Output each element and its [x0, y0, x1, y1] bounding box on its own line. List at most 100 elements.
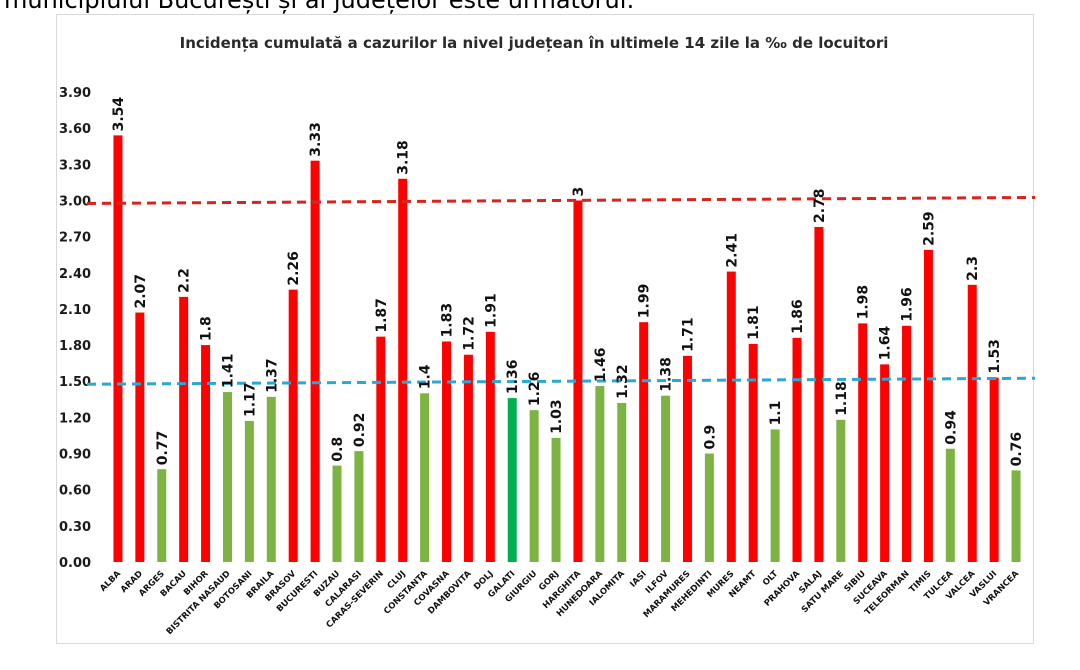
y-tick-label: 3.30	[59, 158, 91, 173]
y-tick-label: 0.30	[59, 520, 91, 535]
bar-arges	[157, 469, 167, 562]
data-label: 0.8	[330, 437, 346, 462]
threshold-lines	[86, 195, 1035, 386]
bar-vrancea	[1011, 470, 1021, 562]
bar-dolj	[485, 331, 495, 562]
data-label: 3.33	[308, 122, 324, 157]
bar-braila	[266, 396, 276, 562]
bar-tulcea	[945, 448, 955, 562]
bar-harghita	[573, 200, 583, 562]
bar-timis	[923, 249, 933, 562]
bar-mehedinti	[704, 453, 714, 562]
data-label: 3	[571, 187, 587, 197]
bar-galati	[507, 398, 517, 562]
chart-title: Incidența cumulată a cazurilor la nivel …	[180, 34, 889, 52]
x-tick-label: ALBA	[98, 569, 123, 594]
data-label: 1.03	[549, 399, 565, 434]
data-label: 1.98	[856, 285, 872, 320]
threshold-line-blue	[86, 376, 1035, 386]
bar-satu-mare	[836, 419, 846, 562]
y-tick-label: 1.50	[59, 375, 91, 390]
data-label: 1.86	[790, 299, 806, 334]
data-label: 3.54	[111, 97, 127, 132]
bar-iasi	[639, 322, 649, 562]
data-label: 1.72	[461, 316, 477, 351]
data-label: 0.92	[352, 413, 368, 448]
bar-salaj	[814, 226, 824, 562]
bar-bistrita-nasaud	[222, 392, 232, 562]
y-axis: 0.00 0.30 0.60 0.90 1.20 1.50 1.80 2.10 2.40 2.70…	[59, 86, 91, 571]
bar-suceava	[880, 364, 890, 562]
bar-calarasi	[354, 451, 364, 562]
data-label: 1.36	[505, 360, 521, 395]
data-label: 1.37	[264, 358, 280, 393]
y-tick-label: 2.10	[59, 303, 91, 318]
bar-buzau	[332, 465, 342, 562]
bar-teleorman	[902, 325, 912, 562]
y-tick-label: 0.60	[59, 484, 91, 499]
bars-group	[113, 135, 1021, 562]
data-label: 1.41	[220, 354, 236, 389]
bar-ilfov	[661, 395, 671, 562]
data-label: 2.41	[724, 233, 740, 268]
bar-neamt	[748, 343, 758, 562]
y-tick-label: 2.40	[59, 267, 91, 282]
bar-bucuresti	[310, 160, 320, 562]
bar-valcea	[967, 284, 977, 562]
y-tick-label: 1.20	[59, 411, 91, 426]
data-labels-group: 3.54 2.07 0.77 2.2 1.8 1.41 1.17 1.37 2.26 3.33 0.…	[111, 97, 1025, 467]
data-label: 1.4	[418, 364, 434, 389]
data-label: 1.17	[242, 382, 258, 417]
bar-prahova	[792, 337, 802, 562]
data-label: 0.9	[702, 425, 718, 450]
data-label: 1.46	[593, 348, 609, 383]
data-label: 0.76	[1009, 432, 1025, 467]
bar-mures	[726, 271, 736, 562]
bar-brasov	[288, 289, 298, 562]
y-tick-label: 0.00	[59, 556, 91, 571]
y-tick-label: 3.90	[59, 86, 91, 101]
data-label: 2.78	[812, 188, 828, 223]
bar-covasna	[442, 341, 452, 562]
data-label: 1.96	[900, 287, 916, 322]
bar-dambovita	[463, 354, 473, 562]
bar-bacau	[179, 296, 189, 562]
data-label: 2.07	[133, 274, 149, 309]
bar-constanta	[420, 393, 430, 562]
data-label: 1.38	[659, 357, 675, 392]
y-tick-label: 3.60	[59, 122, 91, 137]
data-label: 1.32	[615, 364, 631, 399]
bar-botosani	[244, 421, 254, 562]
bar-sibiu	[858, 323, 868, 562]
data-label: 1.8	[199, 316, 215, 341]
chart-frame: Incidența cumulată a cazurilor la nivel …	[56, 14, 1035, 644]
data-label: 2.2	[177, 268, 193, 293]
bar-caras-severin	[376, 336, 386, 562]
threshold-line-red	[86, 195, 1035, 205]
data-label: 1.53	[987, 339, 1003, 374]
y-tick-label: 1.80	[59, 339, 91, 354]
bar-chart: Incidența cumulată a cazurilor la nivel …	[59, 34, 1035, 637]
y-tick-label: 2.70	[59, 231, 91, 246]
data-label: 0.94	[943, 410, 959, 445]
data-label: 1.18	[834, 381, 850, 416]
bar-alba	[113, 135, 123, 562]
bar-maramures	[682, 355, 692, 562]
data-label: 3.18	[396, 140, 412, 175]
bar-giurgiu	[529, 410, 539, 562]
bar-vaslui	[989, 377, 999, 562]
data-label: 1.64	[878, 326, 894, 361]
y-tick-label: 3.00	[59, 194, 91, 209]
data-label: 1.91	[483, 293, 499, 328]
y-tick-label: 0.90	[59, 448, 91, 463]
data-label: 1.87	[374, 298, 390, 333]
data-label: 0.77	[155, 431, 171, 466]
data-label: 2.3	[965, 256, 981, 281]
intro-text: municipiului București și al județelor e…	[4, 0, 635, 14]
data-label: 1.81	[746, 305, 762, 340]
bar-hunedoara	[595, 386, 605, 562]
bar-bihor	[201, 345, 211, 562]
bar-ialomita	[617, 402, 627, 562]
bar-cluj	[398, 178, 408, 562]
